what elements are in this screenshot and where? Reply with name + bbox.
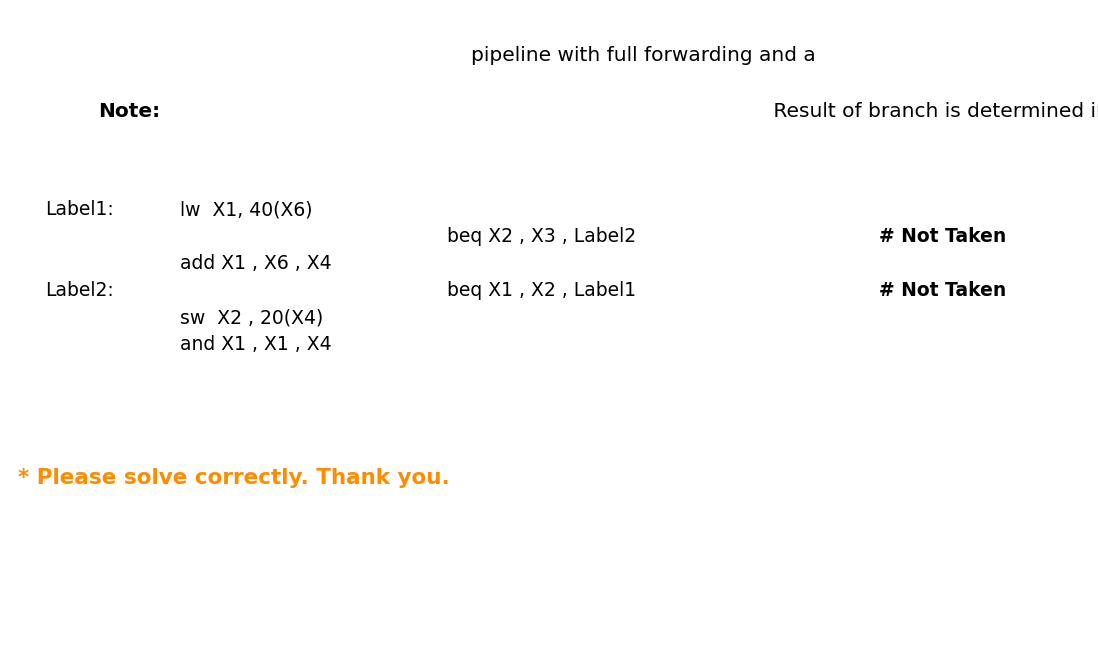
Text: add X1 , X6 , X4: add X1 , X6 , X4 (180, 254, 332, 273)
Text: beq X2 , X3 , Label2: beq X2 , X3 , Label2 (447, 227, 654, 246)
Text: Label2:: Label2: (45, 281, 114, 300)
Text: lw  X1, 40(X6): lw X1, 40(X6) (180, 200, 313, 219)
Text: beq X1 , X2 , Label1: beq X1 , X2 , Label1 (447, 281, 654, 300)
Text: Result of branch is determined in EXE stage.: Result of branch is determined in EXE st… (768, 102, 1098, 121)
Text: and X1 , X1 , X4: and X1 , X1 , X4 (180, 335, 332, 354)
Text: * Please solve correctly. Thank you.: * Please solve correctly. Thank you. (18, 468, 450, 488)
Text: # Not Taken: # Not Taken (878, 227, 1006, 246)
Text: Label1:: Label1: (45, 200, 114, 219)
Text: pipeline with full forwarding and a: pipeline with full forwarding and a (471, 46, 822, 65)
Text: Note:: Note: (98, 102, 160, 121)
Text: sw  X2 , 20(X4): sw X2 , 20(X4) (180, 308, 323, 327)
Text: # Not Taken: # Not Taken (878, 281, 1006, 300)
